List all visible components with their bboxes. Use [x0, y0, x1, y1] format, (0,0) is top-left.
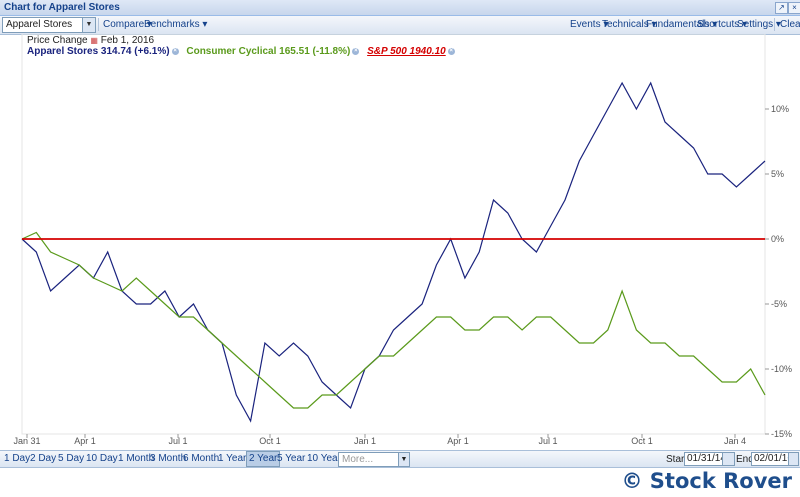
legend-consumer: Consumer Cyclical 165.51 (-11.8%): [186, 46, 351, 57]
benchmarks-menu[interactable]: Benchmarks ▾: [144, 19, 208, 30]
compare-menu[interactable]: Compare ▾: [103, 19, 152, 30]
y-tick-label: -10%: [771, 364, 792, 374]
legend-sp500[interactable]: S&P 500 1940.10: [367, 46, 446, 57]
x-tick-label: Apr 1: [447, 436, 469, 446]
clear-button[interactable]: Clear: [780, 19, 800, 30]
chart-toolbar: Apparel Stores ▼ Compare ▾ Benchmarks ▾ …: [0, 16, 800, 35]
shortcuts-menu[interactable]: Shortcuts ▾: [697, 19, 748, 30]
y-tick-label: 10%: [771, 104, 789, 114]
price-change-label: Price Change: [27, 35, 88, 46]
range-button[interactable]: 2 Year: [246, 451, 281, 467]
x-tick-label: Oct 1: [631, 436, 653, 446]
popout-icon[interactable]: ↗: [775, 2, 788, 14]
range-button[interactable]: 5 Day: [58, 453, 85, 464]
chart-legend: Apparel Stores 314.74 (+6.1%) × Consumer …: [27, 46, 455, 57]
symbol-combo-value: Apparel Stores: [6, 19, 73, 30]
calendar-icon[interactable]: [722, 452, 735, 466]
price-change-header: Price Change ▦ Feb 1, 2016: [27, 35, 154, 46]
start-date-field[interactable]: 01/31/14: [684, 452, 726, 466]
calendar-icon[interactable]: [788, 452, 799, 466]
symbol-combo[interactable]: Apparel Stores ▼: [2, 17, 96, 33]
x-tick-label: Jan 1: [354, 436, 376, 446]
fundamentals-menu[interactable]: Fundamentals ▾: [646, 19, 718, 30]
x-tick-label: Jan 4: [724, 436, 746, 446]
remove-icon[interactable]: ×: [447, 47, 455, 55]
x-tick-label: Apr 1: [74, 436, 96, 446]
plot-frame: [21, 34, 766, 435]
window-title: Chart for Apparel Stores: [4, 2, 120, 13]
range-button[interactable]: 3 Month: [150, 453, 187, 464]
close-icon[interactable]: ×: [788, 2, 800, 14]
series-apparel-line: [21, 81, 766, 423]
range-button[interactable]: 10 Day: [86, 453, 118, 464]
y-tick-label: -5%: [771, 299, 787, 309]
calendar-icon[interactable]: ▦: [90, 36, 98, 45]
range-button[interactable]: 1 Day: [4, 453, 31, 464]
x-tick-label: Oct 1: [259, 436, 281, 446]
technicals-menu[interactable]: Technicals ▾: [602, 19, 657, 30]
range-button[interactable]: 2 Day: [30, 453, 57, 464]
window-titlebar: Chart for Apparel Stores ↗ ×: [0, 0, 800, 16]
remove-icon[interactable]: ×: [352, 47, 360, 55]
range-button[interactable]: 5 Year: [277, 453, 306, 464]
start-label: Start: [666, 454, 688, 465]
remove-icon[interactable]: ×: [171, 47, 179, 55]
range-bar: 1 Day 2 Day 5 Day 10 Day 1 Month 3 Month 6 Mon…: [0, 450, 800, 468]
y-tick-label: 5%: [771, 169, 784, 179]
price-change-date: Feb 1, 2016: [100, 35, 155, 46]
toolbar-divider: [774, 18, 775, 31]
more-placeholder: More...: [342, 454, 374, 465]
more-range-select[interactable]: More... ▼: [338, 452, 410, 467]
range-button[interactable]: 1 Year: [218, 453, 247, 464]
price-chart[interactable]: 10% 5% 0% -5% -10% -15% Jan 31 Apr 1 Jul 1 Oct 1…: [0, 34, 800, 449]
x-tick-label: Jan 31: [13, 436, 40, 446]
y-tick-label: -15%: [771, 429, 792, 439]
range-button[interactable]: 6 Month: [183, 453, 220, 464]
x-tick-label: Jul 1: [168, 436, 187, 446]
chevron-down-icon[interactable]: ▼: [398, 453, 409, 466]
range-button[interactable]: 1 Month: [118, 453, 155, 464]
events-menu[interactable]: Events ▾: [570, 19, 609, 30]
end-date-field[interactable]: 02/01/16: [751, 452, 793, 466]
x-tick-label: Jul 1: [538, 436, 557, 446]
end-label: End: [736, 454, 754, 465]
legend-apparel: Apparel Stores 314.74 (+6.1%): [27, 46, 170, 57]
brand-watermark: © Stock Rover: [621, 469, 792, 493]
toolbar-divider: [98, 18, 99, 31]
settings-menu[interactable]: Settings ▾: [737, 19, 781, 30]
chevron-down-icon[interactable]: ▼: [82, 18, 95, 32]
y-tick-label: 0%: [771, 234, 784, 244]
range-button[interactable]: 10 Year: [307, 453, 341, 464]
series-consumer-line: [21, 231, 766, 409]
